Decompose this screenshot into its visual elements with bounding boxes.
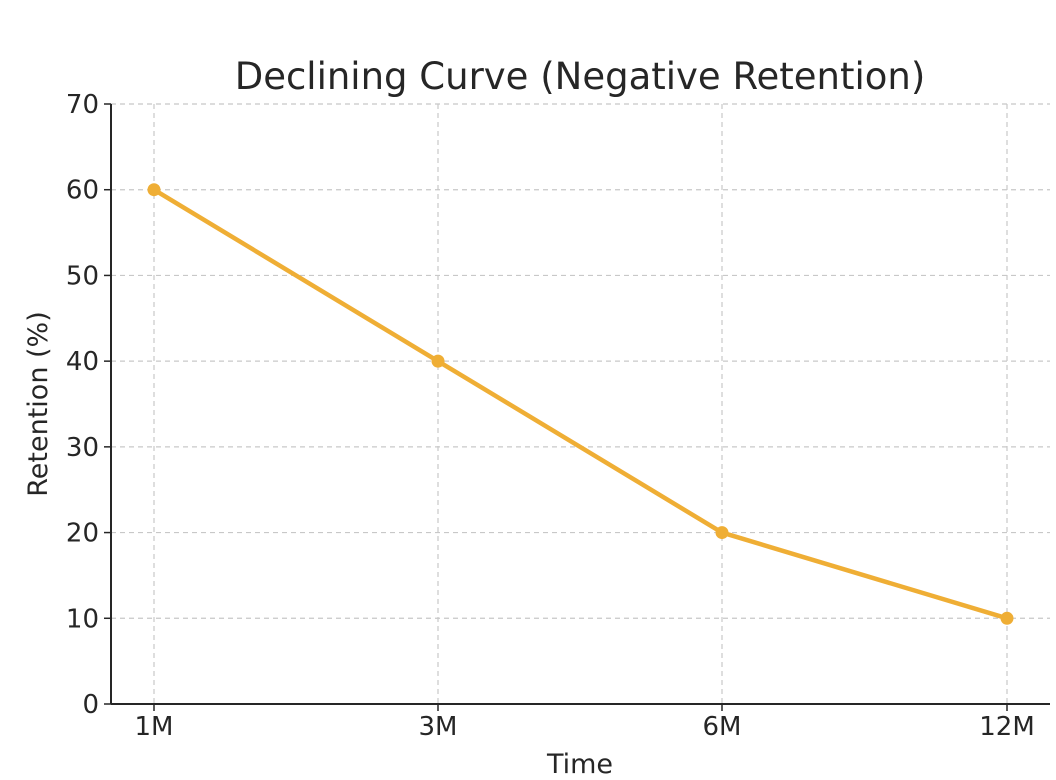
data-point (147, 183, 161, 197)
x-tick-label: 6M (703, 712, 742, 742)
data-point (1000, 611, 1014, 625)
series-line (151, 187, 1010, 621)
x-tick-label: 12M (979, 712, 1035, 742)
y-tick-label: 0 (82, 690, 99, 720)
x-axis-label: Time (546, 749, 613, 780)
y-tick-label: 30 (66, 433, 99, 463)
series (147, 183, 1014, 625)
data-point (431, 354, 445, 368)
y-tick-label: 70 (66, 90, 99, 120)
axes (104, 103, 1050, 711)
y-tick-label: 50 (66, 261, 99, 291)
y-tick-label: 10 (66, 604, 99, 634)
y-tick-label: 20 (66, 519, 99, 549)
y-tick-label: 60 (66, 176, 99, 206)
data-point (715, 526, 729, 540)
x-tick-label: 1M (135, 712, 174, 742)
tick-labels: 0 10 20 30 40 50 60 70 1M 3M 6M 12M (66, 90, 1035, 742)
y-axis-label: Retention (%) (23, 311, 54, 497)
grid (111, 103, 1050, 704)
chart-title: Declining Curve (Negative Retention) (235, 55, 926, 98)
y-tick-label: 40 (66, 347, 99, 377)
x-tick-label: 3M (419, 712, 458, 742)
